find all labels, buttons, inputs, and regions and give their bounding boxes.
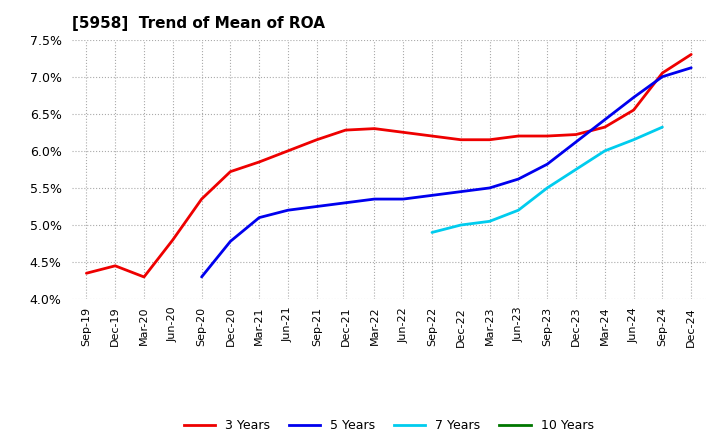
3 Years xyxy=(658,70,667,76)
3 Years xyxy=(341,128,350,133)
Line: 5 Years: 5 Years xyxy=(202,68,691,277)
Line: 3 Years: 3 Years xyxy=(86,55,691,277)
5 Years xyxy=(629,95,638,100)
3 Years xyxy=(168,237,177,242)
Legend: 3 Years, 5 Years, 7 Years, 10 Years: 3 Years, 5 Years, 7 Years, 10 Years xyxy=(179,414,598,437)
3 Years xyxy=(629,107,638,113)
Line: 7 Years: 7 Years xyxy=(432,127,662,232)
3 Years xyxy=(140,274,148,279)
7 Years xyxy=(514,208,523,213)
7 Years xyxy=(629,137,638,143)
7 Years xyxy=(543,185,552,191)
3 Years xyxy=(687,52,696,57)
5 Years xyxy=(600,117,609,122)
5 Years xyxy=(341,200,350,205)
3 Years xyxy=(456,137,465,143)
3 Years xyxy=(226,169,235,174)
3 Years xyxy=(197,196,206,202)
3 Years xyxy=(312,137,321,143)
5 Years xyxy=(370,196,379,202)
7 Years xyxy=(658,125,667,130)
5 Years xyxy=(687,65,696,70)
5 Years xyxy=(658,74,667,79)
7 Years xyxy=(456,222,465,227)
5 Years xyxy=(572,139,580,145)
3 Years xyxy=(572,132,580,137)
5 Years xyxy=(399,196,408,202)
5 Years xyxy=(485,185,494,191)
Text: [5958]  Trend of Mean of ROA: [5958] Trend of Mean of ROA xyxy=(72,16,325,32)
5 Years xyxy=(312,204,321,209)
7 Years xyxy=(600,148,609,154)
3 Years xyxy=(600,125,609,130)
3 Years xyxy=(284,148,292,154)
3 Years xyxy=(485,137,494,143)
3 Years xyxy=(514,133,523,139)
5 Years xyxy=(428,193,436,198)
5 Years xyxy=(255,215,264,220)
5 Years xyxy=(456,189,465,194)
3 Years xyxy=(428,133,436,139)
5 Years xyxy=(226,239,235,244)
3 Years xyxy=(82,271,91,276)
5 Years xyxy=(514,176,523,182)
5 Years xyxy=(284,208,292,213)
7 Years xyxy=(572,167,580,172)
3 Years xyxy=(399,130,408,135)
7 Years xyxy=(485,219,494,224)
5 Years xyxy=(543,161,552,167)
3 Years xyxy=(255,159,264,165)
3 Years xyxy=(543,133,552,139)
5 Years xyxy=(197,274,206,279)
3 Years xyxy=(370,126,379,131)
7 Years xyxy=(428,230,436,235)
3 Years xyxy=(111,263,120,268)
